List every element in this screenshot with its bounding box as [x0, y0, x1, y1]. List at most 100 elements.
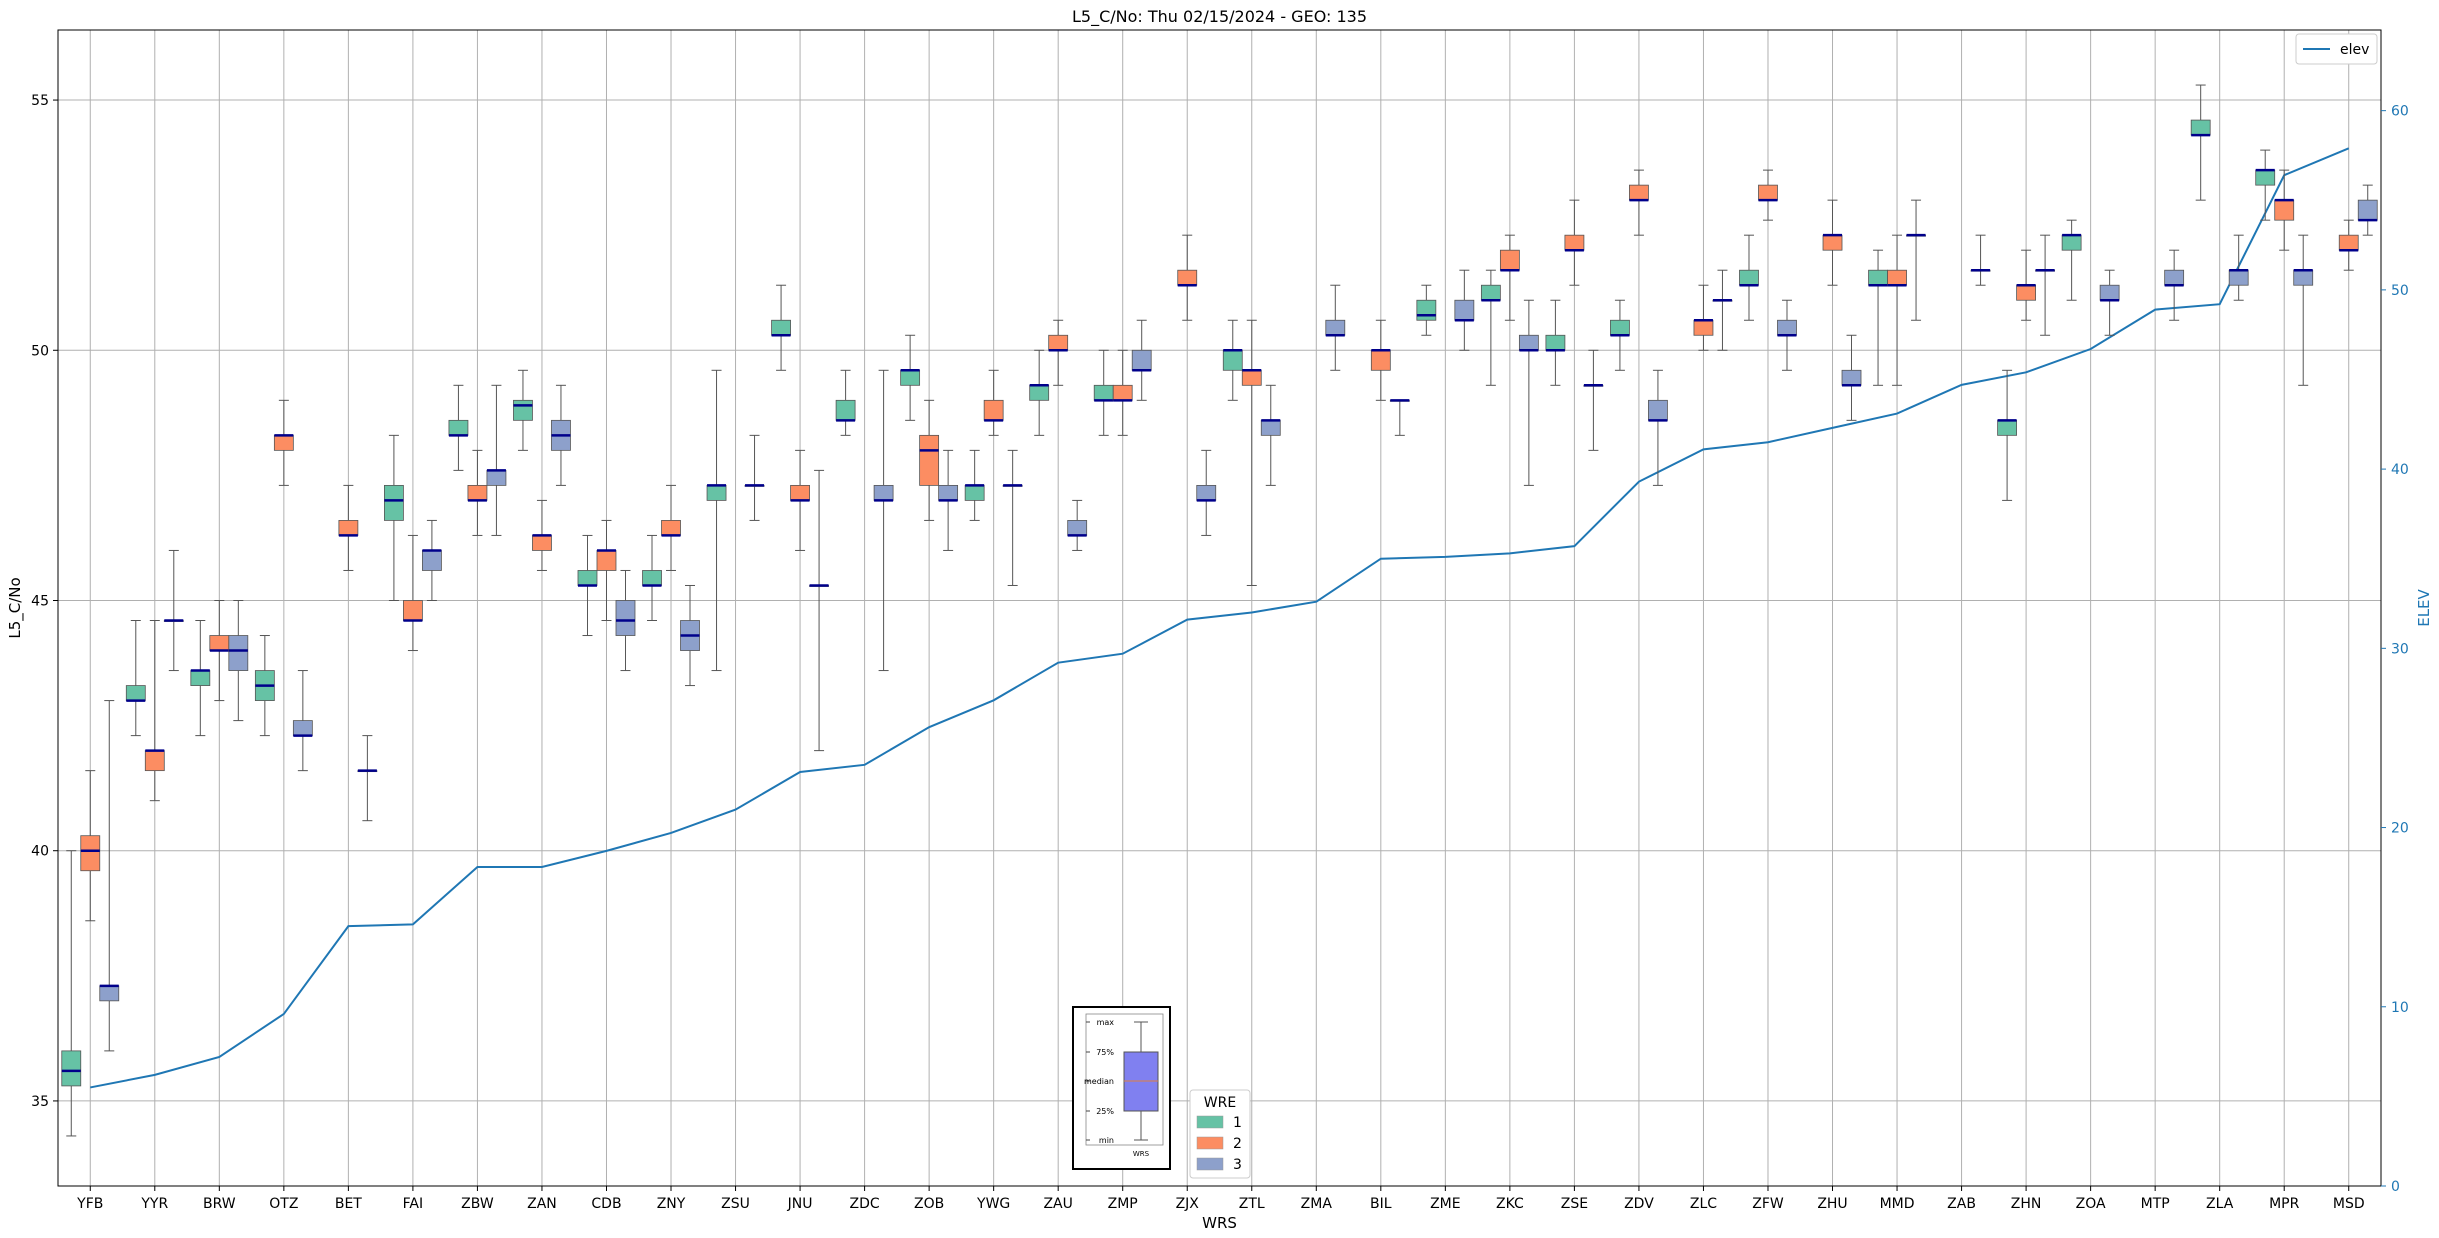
- box-wre-2-YFB: [80, 770, 101, 922]
- box-body: [642, 570, 662, 586]
- box-body: [1545, 334, 1566, 351]
- box-wre-3-ZLC: [1712, 269, 1733, 351]
- chart-title: L5_C/No: Thu 02/15/2024 - GEO: 135: [1072, 7, 1367, 27]
- box-wre-1-JNU: [771, 284, 791, 371]
- x-tick-label: ZAB: [1947, 1196, 1976, 1212]
- x-tick-label: MMD: [1880, 1196, 1915, 1212]
- box-body: [228, 635, 249, 671]
- box-body: [1048, 334, 1069, 351]
- x-tick-label: ZKC: [1496, 1196, 1524, 1212]
- box-body: [2338, 234, 2359, 251]
- box-wre-1-MPR: [2255, 149, 2276, 221]
- wre-legend-label: 3: [1233, 1157, 1242, 1173]
- box-wre-2-ZLC: [1693, 284, 1714, 351]
- box-wre-2-BRW: [209, 599, 230, 702]
- box-wre-3-ZOA: [2099, 269, 2120, 336]
- box-body: [771, 319, 791, 336]
- box-wre-1-YYR: [125, 620, 146, 737]
- box-body: [577, 570, 598, 586]
- box-wre-3-ZDV: [1648, 369, 1668, 486]
- x-tick-label: OTZ: [269, 1196, 298, 1212]
- box-wre-3-YYR: [163, 549, 184, 672]
- box-wre-1-ZDV: [1610, 299, 1630, 371]
- box-wre-3-CDB: [615, 569, 636, 672]
- box-wre-3-YWG: [1002, 449, 1023, 586]
- y2-tick-label: 50: [2391, 283, 2409, 299]
- box-wre-2-OTZ: [273, 399, 294, 486]
- box-wre-1-OTZ: [254, 635, 275, 737]
- box-wre-2-ZFW: [1758, 169, 1778, 221]
- box-wre-3-ZLA: [2228, 234, 2249, 301]
- box-body: [2016, 284, 2036, 301]
- box-wre-3-ZOB: [938, 449, 959, 551]
- box-wre-1-ZHN: [1997, 369, 2017, 501]
- box-body: [125, 685, 146, 701]
- box-wre-2-ZTL: [1241, 319, 1262, 586]
- box-body: [273, 434, 294, 451]
- box-wre-3-ZAN: [551, 384, 571, 486]
- inset-tick-label: min: [1099, 1136, 1114, 1145]
- box-wre-3-MPR: [2293, 234, 2314, 386]
- box-body: [2061, 234, 2082, 251]
- box-body: [2190, 119, 2211, 136]
- box-wre-2-JNU: [790, 449, 810, 551]
- box-wre-1-ZOB: [900, 334, 921, 421]
- box-body: [1416, 299, 1437, 321]
- box-wre-2-ZHN: [2016, 249, 2036, 321]
- legends: elev max 75% median 25% min WRS WRE 1 2 3: [1072, 33, 2378, 1179]
- box-wre-1-ZNY: [642, 534, 662, 622]
- box-body: [1997, 419, 2017, 436]
- x-tick-label: ZSE: [1561, 1196, 1588, 1212]
- y2-tick-label: 30: [2391, 641, 2409, 657]
- x-tick-label: FAI: [403, 1196, 423, 1212]
- x-tick-label: JNU: [787, 1196, 813, 1212]
- box-wre-3-ZAB: [1970, 234, 1991, 286]
- box-body: [80, 835, 101, 872]
- box-wre-1-ZKC: [1480, 269, 1501, 386]
- y2-tick-label: 40: [2391, 462, 2409, 478]
- box-body: [1480, 284, 1501, 301]
- box-wre-1-ZAU: [1029, 349, 1050, 436]
- box-body: [1758, 184, 1778, 201]
- box-body: [1648, 399, 1668, 421]
- box-body: [467, 484, 488, 501]
- box-wre-2-BIL: [1370, 319, 1391, 401]
- x-axis-title: WRS: [1202, 1214, 1237, 1232]
- y2-tick-label: 60: [2391, 104, 2409, 120]
- box-body: [938, 484, 959, 501]
- box-body: [2164, 269, 2185, 286]
- box-wre-3-BRW: [228, 599, 249, 722]
- box-wre-3-ZHN: [2035, 234, 2055, 336]
- box-body: [964, 484, 985, 501]
- x-tick-label: ZNY: [657, 1196, 686, 1212]
- box-body: [835, 399, 856, 421]
- box-body: [1260, 419, 1281, 436]
- box-body: [1841, 369, 1862, 386]
- box-wre-2-ZHU: [1822, 199, 1843, 286]
- box-body: [1325, 319, 1346, 336]
- box-wre-1-ZDC: [835, 369, 856, 436]
- box-wre-2-ZAN: [532, 499, 552, 571]
- box-wre-1-ZME: [1416, 284, 1437, 336]
- box-body: [706, 484, 727, 501]
- box-body: [2274, 199, 2295, 221]
- box-wre-3-JNU: [809, 469, 829, 752]
- box-wre-1-ZSU: [706, 369, 727, 672]
- box-body: [919, 434, 940, 486]
- box-wre-3-BET: [357, 735, 378, 822]
- wre-legend-label: 2: [1233, 1136, 1242, 1152]
- box-wre-2-MMD: [1887, 234, 1907, 386]
- box-body: [1454, 299, 1475, 321]
- box-wre-2-ZNY: [661, 484, 681, 571]
- box-body: [661, 520, 681, 536]
- elev-legend-label: elev: [2340, 42, 2369, 58]
- box-body: [1177, 269, 1198, 286]
- wre-legend-swatch: [1196, 1157, 1224, 1171]
- box-body: [1499, 249, 1520, 271]
- y2-tick-label: 10: [2391, 1000, 2409, 1016]
- box-body: [873, 484, 894, 501]
- box-wre-3-ZAU: [1067, 499, 1088, 551]
- x-tick-label: ZLC: [1690, 1196, 1717, 1212]
- x-tick-label: ZSU: [721, 1196, 750, 1212]
